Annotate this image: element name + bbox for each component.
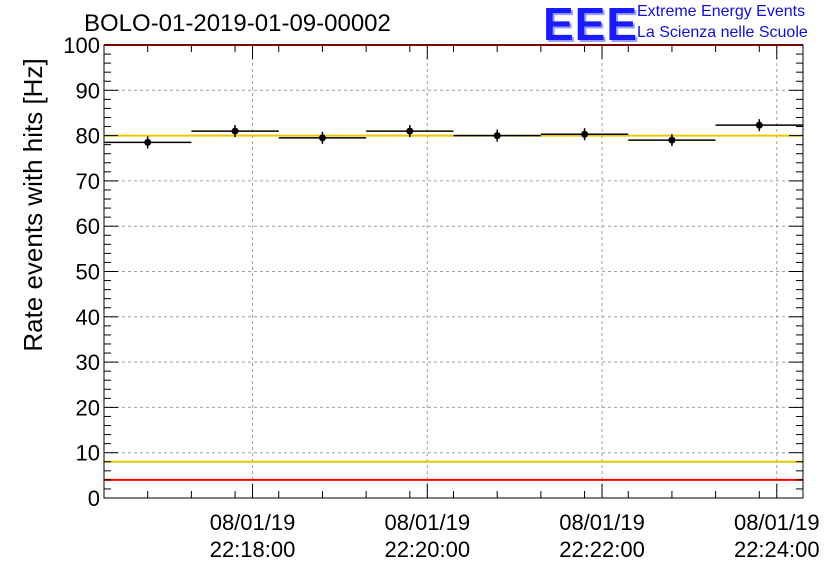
- chart-title: BOLO-01-2019-01-09-00002: [84, 10, 391, 37]
- x-tick-label-time: 22:20:00: [384, 537, 470, 562]
- data-points: [104, 119, 803, 149]
- grid-lines: [104, 45, 803, 498]
- y-tick-label: 20: [76, 395, 100, 420]
- logo-line-1: Extreme Energy Events: [637, 3, 806, 20]
- data-point: [755, 121, 763, 129]
- data-point: [318, 134, 326, 142]
- y-tick-label: 70: [76, 169, 100, 194]
- y-tick-label: 0: [88, 486, 100, 511]
- logo-mark: EEE: [543, 0, 639, 50]
- y-tick-label: 90: [76, 78, 100, 103]
- y-tick-label: 30: [76, 350, 100, 375]
- x-tick-labels: 08/01/1922:18:0008/01/1922:20:0008/01/19…: [210, 510, 820, 562]
- data-point: [581, 130, 589, 138]
- x-tick-label-time: 22:22:00: [559, 537, 645, 562]
- data-point: [144, 138, 152, 146]
- x-tick-label-time: 22:24:00: [734, 537, 820, 562]
- y-tick-label: 100: [63, 33, 100, 58]
- eee-logo: EEE Extreme Energy Events La Scienza nel…: [543, 0, 833, 48]
- data-point: [231, 127, 239, 135]
- y-tick-label: 10: [76, 441, 100, 466]
- data-point: [493, 132, 501, 140]
- data-point: [668, 136, 676, 144]
- y-axis-label: Rate events with hits [Hz]: [18, 58, 48, 352]
- logo-line-2: La Scienza nelle Scuole: [637, 24, 808, 41]
- x-tick-label-date: 08/01/19: [384, 510, 470, 535]
- x-tick-label-date: 08/01/19: [210, 510, 296, 535]
- data-point: [406, 127, 414, 135]
- x-tick-label-date: 08/01/19: [734, 510, 820, 535]
- axes: [103, 44, 804, 499]
- y-tick-label: 40: [76, 305, 100, 330]
- y-tick-label: 80: [76, 124, 100, 149]
- reference-lines: [104, 44, 803, 481]
- x-tick-label-time: 22:18:00: [210, 537, 296, 562]
- x-tick-label-date: 08/01/19: [559, 510, 645, 535]
- y-tick-label: 50: [76, 260, 100, 285]
- y-tick-label: 60: [76, 214, 100, 239]
- y-tick-labels: 0 10 20 30 40 50 60 70 80 90 100: [63, 33, 100, 511]
